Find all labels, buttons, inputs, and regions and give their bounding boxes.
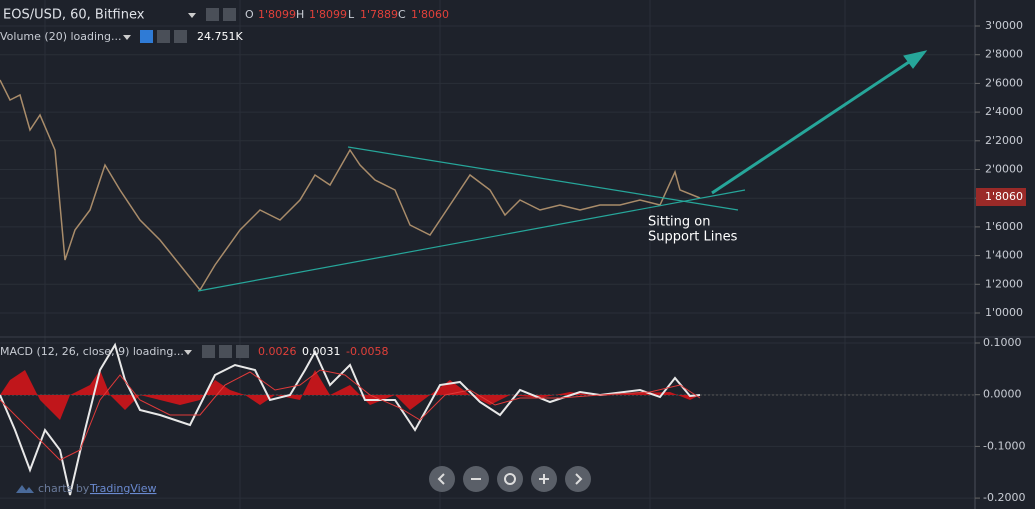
trend-lines xyxy=(197,146,746,292)
icon[interactable] xyxy=(174,30,187,43)
macd-histogram xyxy=(0,370,700,420)
price-tick-label: 2'0000 xyxy=(985,163,1023,176)
macd-tick-label: 0.1000 xyxy=(983,336,1022,349)
price-tick-label: 2'6000 xyxy=(985,76,1023,89)
macd-tick-label: -0.2000 xyxy=(983,491,1025,504)
icon[interactable] xyxy=(157,30,170,43)
volume-label: Volume (20) loading... xyxy=(0,30,122,43)
ohlc-label: O xyxy=(245,8,254,21)
nav-buttons xyxy=(429,466,591,492)
macd-value: 0.0026 xyxy=(258,345,297,358)
macd-value: -0.0058 xyxy=(346,345,388,358)
price-tick-label: 1'6000 xyxy=(985,220,1023,233)
signal-line xyxy=(0,369,701,461)
price-candles xyxy=(0,79,701,292)
annotation: Support Lines xyxy=(648,230,738,245)
arrow xyxy=(711,50,928,195)
icon[interactable] xyxy=(206,8,219,21)
macd-tick-label: -0.1000 xyxy=(983,439,1025,452)
icon[interactable] xyxy=(219,345,232,358)
last-price-badge xyxy=(976,188,1026,206)
ohlc-label: H xyxy=(296,8,304,21)
ohlc-value: 1'8099 xyxy=(258,8,296,21)
ohlc-label: C xyxy=(398,8,406,21)
macd-line xyxy=(0,342,701,496)
icon[interactable] xyxy=(202,345,215,358)
price-tick-label: 2'8000 xyxy=(985,48,1023,61)
annotation: Sitting on xyxy=(648,215,711,230)
ohlc-value: 1'8099 xyxy=(309,8,347,21)
icon[interactable] xyxy=(140,30,153,43)
reset[interactable] xyxy=(497,466,523,492)
ohlc-value: 1'8060 xyxy=(411,8,449,21)
dropdown[interactable] xyxy=(184,350,192,355)
price-tick-label: 2'4000 xyxy=(985,105,1023,118)
price-tick-label: 1'0000 xyxy=(985,306,1023,319)
icon[interactable] xyxy=(223,8,236,21)
logo xyxy=(16,485,34,493)
price-tick-label: 2'2000 xyxy=(985,134,1023,147)
scroll-right[interactable] xyxy=(565,466,591,492)
macd-tick-label: 0.0000 xyxy=(983,388,1022,401)
scroll-left[interactable] xyxy=(429,466,455,492)
symbol[interactable]: EOS/USD, 60, Bitfinex xyxy=(3,8,145,23)
grid xyxy=(44,0,846,509)
volume-value: 24.751K xyxy=(197,30,243,43)
icon[interactable] xyxy=(236,345,249,358)
last-price: 1'8060 xyxy=(985,190,1023,203)
macd-value: 0.0031 xyxy=(302,345,341,358)
macd-label: MACD (12, 26, close, 9) loading... xyxy=(0,345,184,358)
price-tick-label: 1'4000 xyxy=(985,249,1023,262)
price-tick-label: 3'0000 xyxy=(985,19,1023,32)
dropdown[interactable] xyxy=(188,13,196,18)
ohlc-value: 1'7889 xyxy=(360,8,398,21)
price-tick-label: 1'2000 xyxy=(985,277,1023,290)
nav-icons xyxy=(437,473,583,485)
watermark-link[interactable]: TradingView xyxy=(89,482,156,495)
dropdown[interactable] xyxy=(123,35,131,40)
watermark: charts by xyxy=(38,482,90,495)
ohlc-label: L xyxy=(348,8,355,21)
